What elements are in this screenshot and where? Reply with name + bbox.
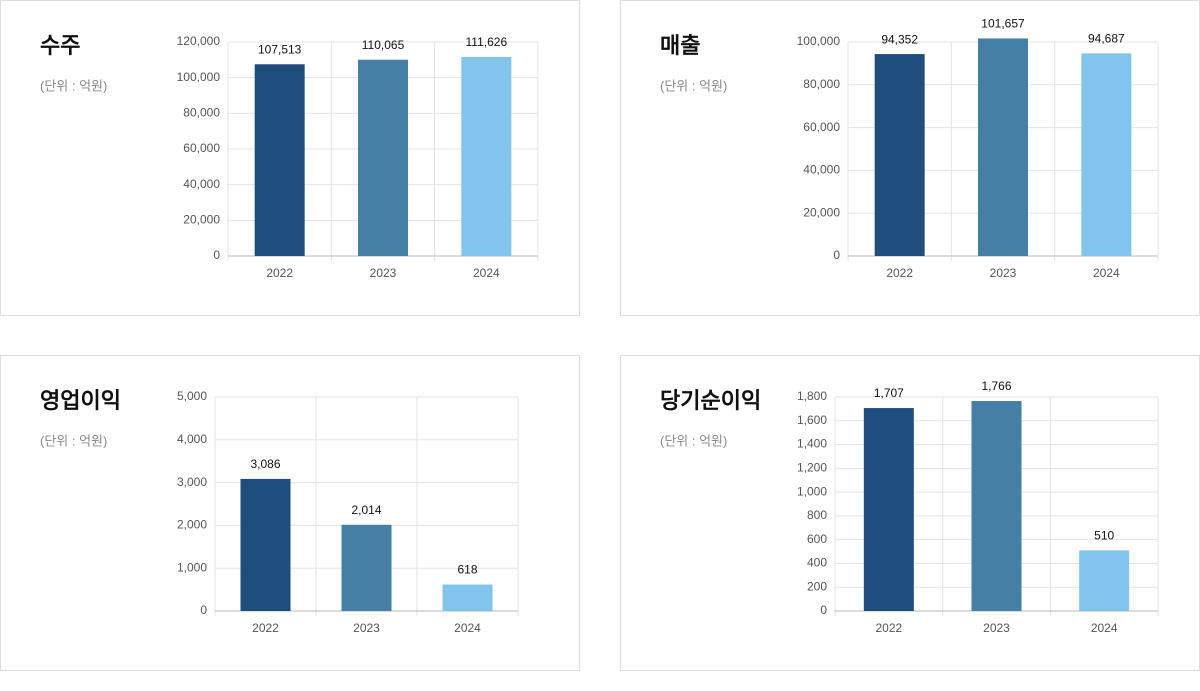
x-tick-label: 2023 [983,621,1010,635]
value-label: 94,352 [881,32,918,46]
chart-subtitle: (단위 : 억원) [40,433,107,448]
y-tick-label: 0 [200,603,207,617]
bar [874,54,925,257]
x-tick-label: 2024 [473,266,500,280]
y-tick-label: 400 [807,556,827,570]
x-tick-label: 2024 [1093,266,1120,280]
chart-subtitle: (단위 : 억원) [660,78,727,93]
y-tick-label: 120,000 [177,34,221,48]
y-tick-label: 1,000 [797,484,827,498]
bar [461,56,512,257]
x-tick-label: 2022 [875,621,902,635]
x-tick-label: 2023 [370,266,397,280]
bar [240,478,291,611]
chart-subtitle: (단위 : 억원) [40,78,107,93]
bar [1081,53,1132,257]
y-tick-label: 600 [807,532,827,546]
bar [254,64,305,256]
y-tick-label: 1,400 [797,437,827,451]
value-label: 618 [457,563,477,577]
x-tick-label: 2024 [1091,621,1118,635]
chart-title: 수주 [40,33,80,58]
chart-title: 영업이익 [40,388,121,413]
value-label: 107,513 [258,42,302,56]
bar [1079,550,1130,611]
y-tick-label: 80,000 [183,106,220,120]
chart-title: 매출 [660,33,700,58]
value-label: 101,657 [981,17,1025,31]
y-tick-label: 0 [833,248,840,262]
chart-subtitle: (단위 : 억원) [660,433,727,448]
y-tick-label: 40,000 [803,163,840,177]
x-tick-label: 2023 [990,266,1017,280]
y-tick-label: 0 [820,603,827,617]
x-tick-label: 2022 [266,266,293,280]
x-tick-label: 2022 [886,266,913,280]
value-label: 1,707 [874,386,904,400]
y-tick-label: 60,000 [803,120,840,134]
bar [358,59,408,257]
y-tick-label: 80,000 [803,77,840,91]
y-tick-label: 100,000 [797,34,841,48]
y-tick-label: 1,600 [797,413,827,427]
bar [863,408,914,611]
x-tick-label: 2022 [252,621,279,635]
y-tick-label: 60,000 [183,141,220,155]
y-tick-label: 800 [807,508,827,522]
y-tick-label: 4,000 [177,432,207,446]
bar [341,524,392,611]
chart-title: 당기순이익 [660,388,761,413]
value-label: 1,766 [981,379,1011,393]
y-tick-label: 20,000 [803,205,840,219]
x-tick-label: 2023 [353,621,380,635]
bar [971,401,1022,611]
value-label: 111,626 [466,35,508,49]
value-label: 2,014 [351,503,381,517]
y-tick-label: 1,000 [177,560,207,574]
value-label: 510 [1094,529,1114,543]
y-tick-label: 0 [213,248,220,262]
value-label: 3,086 [250,457,280,471]
y-tick-label: 3,000 [177,475,207,489]
value-label: 94,687 [1088,32,1125,46]
y-tick-label: 1,800 [797,389,827,403]
y-tick-label: 2,000 [177,518,207,532]
y-tick-label: 1,200 [797,461,827,475]
x-tick-label: 2024 [454,621,481,635]
y-tick-label: 100,000 [177,70,221,84]
value-label: 110,065 [362,38,405,52]
bar [442,584,493,611]
y-tick-label: 40,000 [183,177,220,191]
y-tick-label: 200 [807,579,827,593]
bar [978,38,1028,256]
y-tick-label: 20,000 [183,213,220,227]
y-tick-label: 5,000 [177,389,207,403]
